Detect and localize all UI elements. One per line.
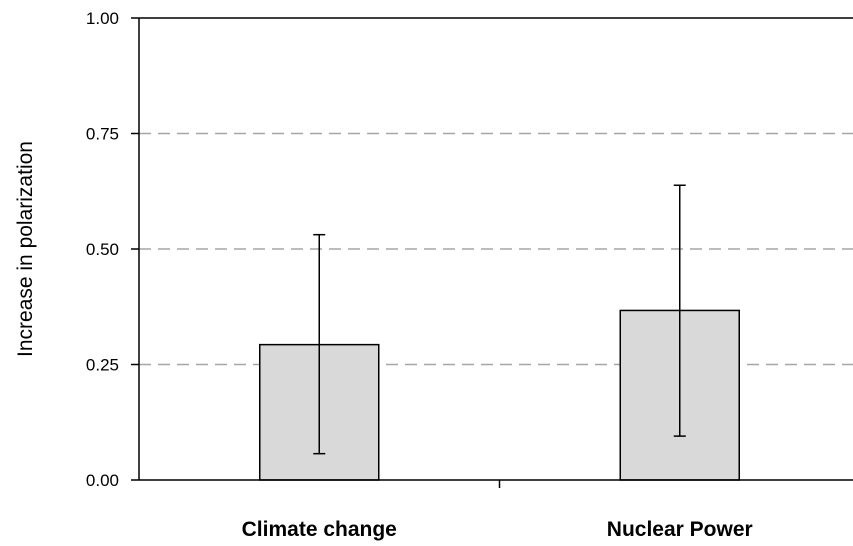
y-tick-label-4: 1.00 — [86, 9, 119, 28]
error-bar-0 — [313, 233, 326, 455]
axes — [138, 17, 853, 481]
x-tick-label-1: Nuclear Power — [607, 518, 753, 541]
y-axis-label: Increase in polarization — [14, 141, 37, 357]
y-tick-label-3: 0.75 — [86, 125, 119, 144]
y-tick-label-1: 0.25 — [86, 356, 119, 375]
error-bars — [313, 184, 686, 455]
y-ticks: 0.00 0.25 0.50 0.75 1.00 — [86, 9, 139, 490]
grid-lines — [139, 132, 853, 366]
bars — [259, 309, 740, 481]
x-ticks: Climate change Nuclear Power — [242, 480, 753, 541]
x-tick-label-0: Climate change — [242, 518, 397, 541]
error-bar-1 — [673, 184, 686, 437]
y-tick-label-0: 0.00 — [86, 471, 119, 490]
y-tick-label-2: 0.50 — [86, 240, 119, 259]
